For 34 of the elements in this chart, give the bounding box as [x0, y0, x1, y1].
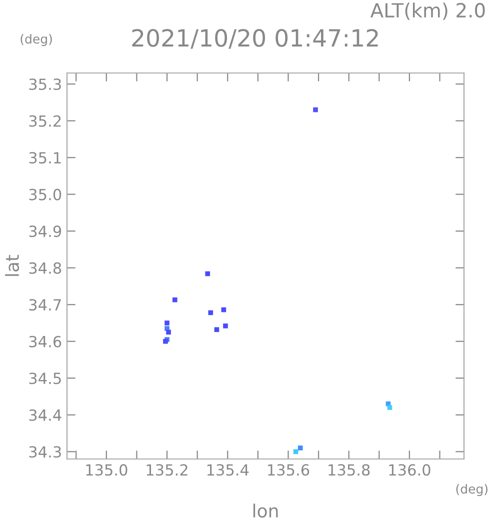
y-tick-label: 35.0	[29, 188, 62, 200]
x-tick-label: 135.4	[207, 464, 249, 476]
y-tick-label: 34.3	[29, 446, 61, 458]
point	[172, 297, 178, 302]
text: (deg)	[20, 34, 52, 46]
point	[298, 446, 303, 450]
text: (deg)	[456, 484, 488, 496]
y-tick-label: 34.6	[29, 336, 62, 348]
x-axis-title: lon	[253, 504, 278, 518]
y-tick-label: 34.4	[29, 409, 62, 421]
y-axis-title: lat	[5, 254, 20, 276]
x-tick-label: 135.8	[328, 464, 370, 476]
point	[164, 320, 170, 326]
y-tick-label: 35.1	[29, 152, 61, 164]
y-tick-label: 34.8	[29, 262, 62, 274]
y-tick-label: 34.9	[29, 226, 62, 238]
y-tick-label: 34.5	[29, 372, 61, 384]
y-tick-label: 34.7	[29, 299, 61, 311]
y-tick-label: 35.2	[29, 115, 61, 127]
point	[214, 327, 220, 332]
point	[166, 330, 171, 335]
point	[208, 310, 214, 316]
chart-subtitle: ALT(km) 2.0	[370, 2, 485, 20]
point	[313, 107, 318, 112]
x-tick-label: 135.0	[86, 464, 128, 476]
chart-title: 2021/10/20 01:47:12	[132, 28, 378, 49]
x-tick-label: 135.2	[146, 464, 188, 476]
x-tick-label: 136.0	[389, 464, 430, 476]
point	[293, 449, 298, 454]
point	[387, 405, 392, 410]
point	[223, 324, 228, 328]
point	[205, 271, 210, 276]
x-tick-label: 135.6	[268, 464, 310, 476]
y-tick-label: 35.3	[29, 78, 61, 90]
